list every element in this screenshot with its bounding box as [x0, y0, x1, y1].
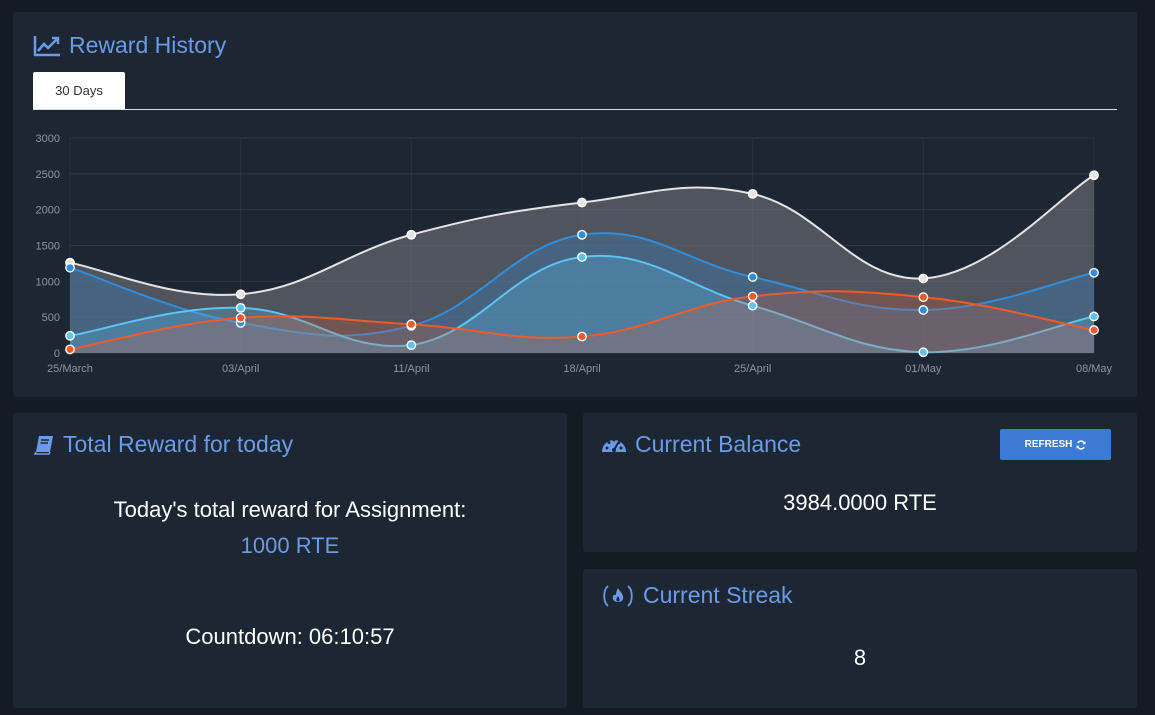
- current-balance-card: Current Balance REFRESH 3984.0000 RTE: [583, 413, 1137, 552]
- x-tick-label: 03/April: [222, 363, 259, 375]
- series-1-point: [1089, 267, 1099, 278]
- series-3-point: [918, 292, 929, 302]
- series-2-point: [65, 330, 75, 341]
- current-balance-header: Current Balance: [601, 431, 801, 458]
- current-streak-value: 8: [853, 645, 867, 670]
- today-reward-title: Total Reward for today: [63, 431, 294, 457]
- y-tick-label: 1000: [36, 276, 60, 288]
- x-tick-label: 18/April: [563, 363, 600, 375]
- series-0-point: [918, 273, 929, 284]
- current-streak-card: Current Streak 8: [583, 569, 1137, 708]
- y-tick-label: 2000: [36, 205, 60, 217]
- series-0-area: [70, 175, 1094, 353]
- series-1-point: [918, 305, 929, 315]
- reward-history-title: Reward History: [69, 32, 227, 58]
- series-2-point: [747, 300, 758, 311]
- series-3-area: [70, 291, 1094, 353]
- today-reward-card: Total Reward for today Today's total rew…: [13, 413, 567, 708]
- series-3-point: [747, 291, 758, 302]
- x-tick-label: 11/April: [393, 363, 429, 375]
- dashboard-gauge-icon: [602, 438, 626, 452]
- x-tick-label: 25/March: [47, 363, 93, 375]
- refresh-button-label: REFRESH: [1024, 439, 1073, 450]
- series-0-point: [235, 289, 246, 300]
- current-streak-header: Current Streak: [601, 582, 793, 609]
- series-3-point: [1089, 325, 1099, 335]
- series-2-point: [918, 347, 929, 358]
- series-2-point: [577, 252, 587, 262]
- series-0-point: [577, 197, 587, 208]
- x-tick-label: 25/April: [734, 363, 771, 375]
- series-2-point: [406, 340, 417, 351]
- series-3-point: [65, 344, 75, 355]
- y-tick-label: 3000: [36, 133, 60, 145]
- series-2-area: [70, 255, 1094, 353]
- line-chart-icon: [33, 35, 60, 56]
- series-2-point: [1089, 311, 1099, 322]
- fire-icon: [603, 584, 633, 607]
- series-1-area: [70, 233, 1094, 353]
- series-0-point: [406, 229, 417, 240]
- series-1-point: [577, 229, 587, 240]
- y-tick-label: 2500: [36, 169, 60, 181]
- series-2-point: [235, 302, 246, 313]
- series-0-point: [747, 188, 758, 199]
- series-3-point: [406, 319, 417, 330]
- x-tick-label: 01/May: [905, 363, 942, 375]
- reward-history-card: Reward History 30 Days 0 500 1000 1500 2000 2…: [13, 12, 1137, 397]
- countdown-text: Countdown: 06:10:57: [185, 624, 395, 649]
- series-1-point: [65, 262, 75, 273]
- y-tick-label: 500: [42, 312, 60, 324]
- y-tick-label: 0: [54, 348, 60, 360]
- book-icon: [33, 435, 53, 455]
- refresh-icon: [1076, 439, 1086, 450]
- today-reward-header: Total Reward for today: [33, 431, 293, 458]
- y-tick-label: 1500: [36, 241, 60, 253]
- today-reward-label: Today's total reward for Assignment:: [113, 497, 467, 522]
- x-tick-label: 08/May: [1076, 363, 1113, 375]
- refresh-button[interactable]: REFRESH: [1000, 429, 1111, 460]
- current-balance-title: Current Balance: [635, 431, 802, 457]
- series-1-point: [747, 272, 758, 282]
- reward-history-header: Reward History: [33, 32, 226, 59]
- tab-bar: 30 Days: [33, 72, 1117, 110]
- current-balance-value: 3984.0000 RTE: [783, 490, 937, 515]
- reward-history-chart: 0 500 1000 1500 2000 2500 3000 25/March 03/April…: [36, 133, 1113, 375]
- today-reward-value: 1000 RTE: [240, 533, 340, 558]
- series-3-point: [235, 312, 246, 323]
- current-streak-title: Current Streak: [643, 582, 793, 608]
- series-3-point: [577, 331, 587, 342]
- series-0-point: [1089, 170, 1099, 181]
- tab-30-days[interactable]: 30 Days: [33, 72, 125, 109]
